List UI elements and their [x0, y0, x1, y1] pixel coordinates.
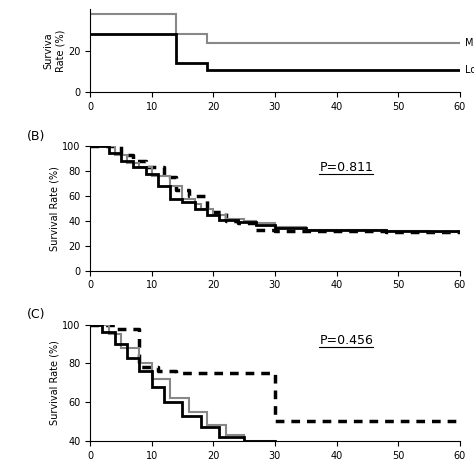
Text: P=0.456: P=0.456 [319, 334, 373, 347]
Text: P=0.811: P=0.811 [319, 161, 373, 174]
Y-axis label: Survival Rate (%): Survival Rate (%) [49, 340, 59, 425]
Text: P=0.811: P=0.811 [0, 473, 1, 474]
Text: (C): (C) [27, 308, 46, 321]
Text: (B): (B) [27, 129, 46, 143]
Text: Lower tumors: Lower tumors [465, 64, 474, 74]
Y-axis label: Survival Rate (%): Survival Rate (%) [49, 166, 59, 251]
Y-axis label: Surviva
Rate (%): Surviva Rate (%) [44, 30, 65, 72]
Text: Middle tumors: Middle tumors [465, 37, 474, 48]
Text: P=0.811: P=0.811 [0, 473, 1, 474]
